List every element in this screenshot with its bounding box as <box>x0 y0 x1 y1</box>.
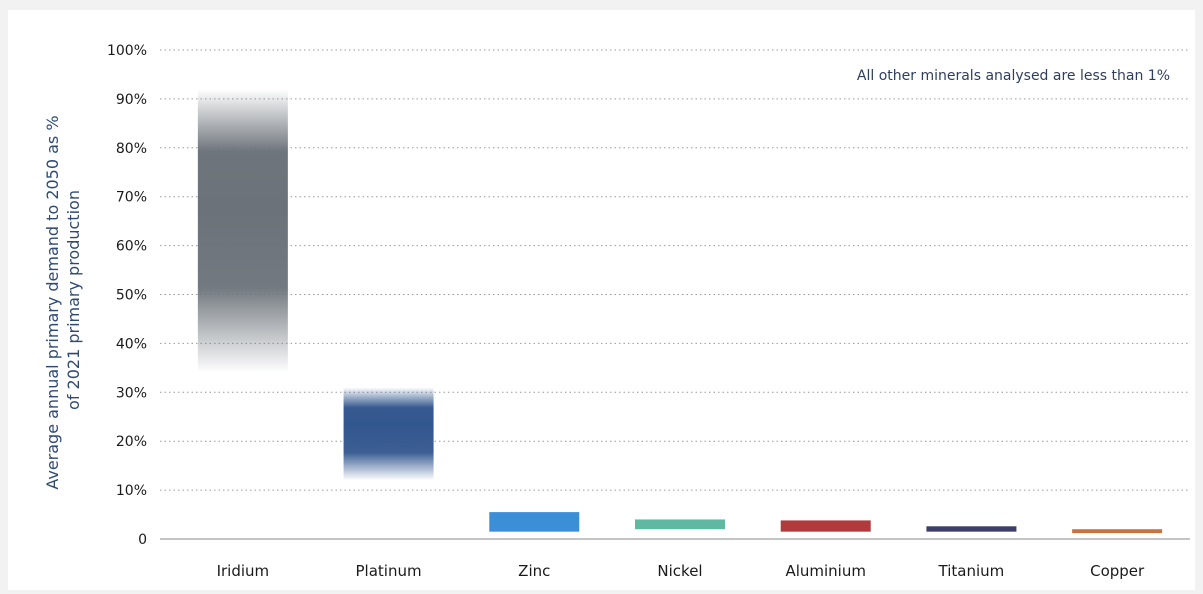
x-category-label: Platinum <box>356 562 422 580</box>
range-bar-titanium <box>926 526 1016 531</box>
x-category-label: Copper <box>1090 562 1145 580</box>
x-axis-categories: Iridium Platinum Zinc Nickel Aluminium Titani… <box>217 562 1145 580</box>
x-category-label: Nickel <box>657 562 702 580</box>
y-tick-label: 30% <box>116 385 147 401</box>
y-tick-label: 40% <box>116 336 147 352</box>
y-tick-label: 60% <box>116 239 147 255</box>
chart-annotation: All other minerals analysed are less tha… <box>857 68 1170 84</box>
range-bar-iridium <box>198 89 288 373</box>
grid-lines <box>160 50 1190 539</box>
range-bar-aluminium <box>781 520 871 531</box>
y-tick-label: 50% <box>116 288 147 304</box>
y-axis-label-line-2: of 2021 primary production <box>64 190 83 410</box>
x-category-label: Aluminium <box>785 562 866 580</box>
y-tick-label: 10% <box>116 483 147 499</box>
range-bar-copper <box>1072 529 1162 533</box>
y-tick-label: 80% <box>116 141 147 157</box>
y-tick-label: 70% <box>116 190 147 206</box>
y-tick-label: 20% <box>116 434 147 450</box>
y-axis-label: Average annual primary demand to 2050 as… <box>43 110 83 489</box>
range-bar-platinum <box>344 387 434 480</box>
range-bar-nickel <box>635 519 725 529</box>
y-axis-label-line-1: Average annual primary demand to 2050 as… <box>43 115 62 489</box>
y-tick-label: 0 <box>138 532 147 548</box>
x-category-label: Titanium <box>938 562 1005 580</box>
y-tick-label: 100% <box>107 43 147 59</box>
x-category-label: Iridium <box>217 562 270 580</box>
y-tick-label: 90% <box>116 92 147 108</box>
range-bars <box>198 89 1162 533</box>
range-bar-zinc <box>489 512 579 532</box>
y-axis-ticks: 0 10% 20% 30% 40% 50% 60% 70% 80% 90% 100% <box>107 43 147 548</box>
x-category-label: Zinc <box>518 562 550 580</box>
